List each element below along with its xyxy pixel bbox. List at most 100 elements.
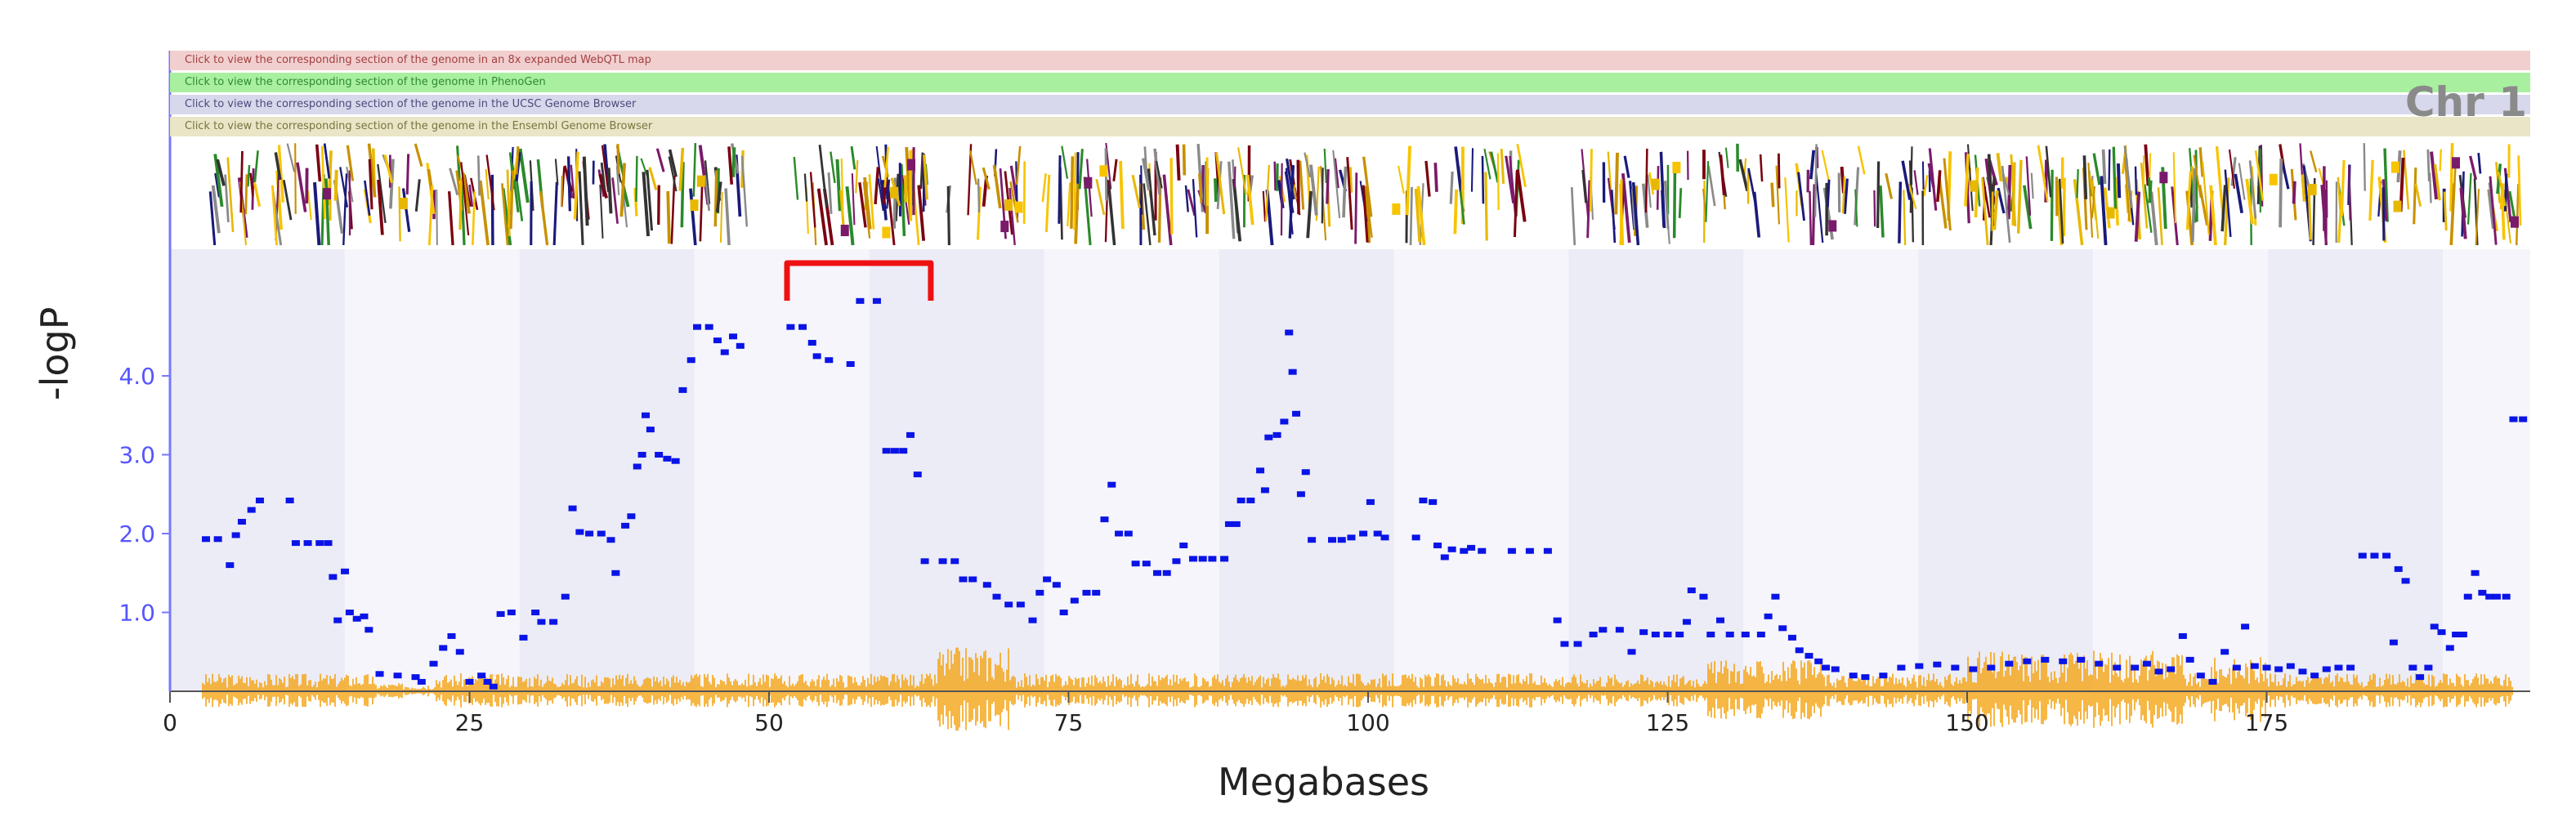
- data-point: [2509, 416, 2518, 422]
- highlight-bracket: [784, 260, 934, 301]
- data-point: [489, 683, 498, 690]
- data-point: [856, 297, 865, 304]
- gene-mark: [2428, 172, 2432, 203]
- gene-mark: [401, 188, 411, 232]
- gene-track[interactable]: [170, 139, 2530, 249]
- data-point: [621, 522, 630, 529]
- gene-mark: [1631, 181, 1640, 246]
- gene-mark: [2045, 145, 2052, 198]
- gene-mark: [946, 185, 950, 246]
- gene-mark: [1362, 185, 1369, 243]
- data-point: [575, 529, 584, 535]
- gene-mark: [1326, 169, 1330, 204]
- gene-mark: [213, 154, 224, 208]
- data-point: [1179, 542, 1188, 548]
- data-point: [1507, 547, 1516, 554]
- gene-mark: [1280, 163, 1283, 236]
- data-point: [2478, 589, 2487, 596]
- gene-mark: [1898, 181, 1903, 244]
- gene-mark: [1119, 160, 1125, 230]
- gene-mark: [633, 187, 638, 217]
- gene-block: [1970, 180, 1979, 192]
- x-tick-label: 0: [163, 709, 177, 736]
- data-point: [2322, 666, 2331, 672]
- data-point: [1764, 613, 1773, 619]
- gene-mark: [881, 155, 889, 177]
- gene-mark: [1784, 177, 1790, 243]
- gene-mark: [2439, 149, 2442, 172]
- gene-mark: [561, 175, 564, 208]
- gene-mark: [2016, 159, 2023, 234]
- gene-mark: [2469, 155, 2478, 181]
- gene-mark: [1879, 185, 1885, 238]
- data-point: [1035, 589, 1044, 596]
- gene-mark: [2194, 150, 2198, 222]
- data-point: [2274, 666, 2283, 672]
- data-point: [1280, 418, 1289, 425]
- data-point: [2208, 678, 2217, 685]
- phenogen-link[interactable]: Click to view the corresponding section …: [170, 73, 2530, 92]
- gene-mark: [1505, 155, 1515, 203]
- data-point: [1172, 558, 1181, 565]
- ensembl-browser-link[interactable]: Click to view the corresponding section …: [170, 117, 2530, 136]
- data-point: [1028, 617, 1037, 623]
- gene-mark: [224, 174, 230, 223]
- gene-mark: [2087, 163, 2094, 238]
- webqtl-map-link[interactable]: Click to view the corresponding section …: [170, 51, 2530, 70]
- data-point: [345, 610, 354, 615]
- gene-mark: [1433, 163, 1438, 192]
- gene-mark: [490, 174, 494, 246]
- gene-mark: [2248, 160, 2257, 219]
- gene-mark: [1821, 150, 1830, 182]
- gene-mark: [552, 181, 558, 246]
- data-point: [1687, 587, 1696, 593]
- gene-mark: [2413, 168, 2417, 225]
- gene-mark: [863, 176, 872, 230]
- data-point: [537, 619, 546, 625]
- gene-mark: [1927, 163, 1935, 188]
- gene-mark: [1198, 173, 1203, 203]
- gene-mark: [2157, 187, 2163, 246]
- gene-mark: [1747, 168, 1756, 202]
- data-point: [992, 593, 1001, 600]
- gene-mark: [2198, 147, 2204, 177]
- axes: 0 25 50 75 100 125 150 175 1.0 2.0 3.0 4.0: [119, 51, 2530, 736]
- gene-mark: [1813, 144, 1818, 217]
- gene-mark: [1348, 167, 1353, 193]
- data-point: [393, 672, 402, 679]
- gene-block: [2390, 161, 2399, 173]
- ucsc-browser-link[interactable]: Click to view the corresponding section …: [170, 95, 2530, 114]
- gene-mark: [368, 159, 373, 210]
- gene-mark: [405, 154, 410, 194]
- gene-mark: [427, 185, 434, 246]
- data-point: [1771, 593, 1780, 600]
- gene-mark: [1073, 152, 1077, 230]
- gene-mark: [2426, 149, 2431, 181]
- gene-mark: [1232, 178, 1242, 242]
- data-point: [2059, 658, 2068, 664]
- data-point: [671, 458, 680, 464]
- gene-block: [882, 226, 891, 239]
- data-point: [255, 497, 264, 503]
- gene-mark: [1809, 190, 1813, 246]
- gene-mark: [472, 191, 476, 246]
- data-point: [786, 324, 795, 330]
- data-point: [1615, 627, 1624, 633]
- data-point: [1347, 534, 1356, 541]
- data-point: [2382, 552, 2391, 559]
- gene-mark: [2172, 152, 2176, 223]
- gene-mark: [277, 145, 284, 203]
- data-point: [341, 568, 350, 574]
- gene-mark: [539, 190, 549, 246]
- data-point: [2220, 649, 2229, 655]
- data-point: [1264, 434, 1273, 440]
- data-point: [1787, 634, 1796, 641]
- gene-mark: [727, 146, 734, 185]
- gene-mark: [1299, 160, 1305, 210]
- gene-mark: [648, 167, 658, 190]
- gene-mark: [2292, 181, 2296, 204]
- gene-mark: [306, 190, 312, 221]
- gene-mark: [458, 177, 463, 230]
- data-point: [1915, 663, 1924, 669]
- gene-mark: [2134, 166, 2138, 195]
